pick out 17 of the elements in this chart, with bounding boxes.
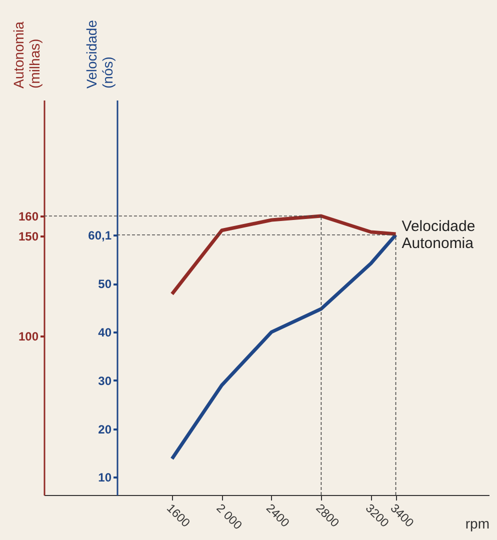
series-label: Velocidade <box>402 218 476 235</box>
y2-tick-label: 150 <box>18 230 39 244</box>
x-axis-title: rpm <box>465 516 490 532</box>
y-tick-label: 60,1 <box>88 228 112 242</box>
y-tick-label: 10 <box>98 470 112 485</box>
line-series <box>170 233 398 460</box>
y-axis-title: Velocidade (nós) <box>84 20 116 88</box>
y2-tick-label: 160 <box>18 210 39 224</box>
y-tick-label: 30 <box>98 374 112 388</box>
y-tick-label: 50 <box>98 277 112 292</box>
x-tick-label: 2 000 <box>214 501 246 532</box>
line-series <box>170 214 398 296</box>
series-label: Autonomia <box>402 235 474 252</box>
y2-axis-title: Autonomia (milhas) <box>10 21 42 88</box>
y2-tick-label: 100 <box>18 330 39 344</box>
y-tick-label: 20 <box>98 422 112 436</box>
y-tick-label: 40 <box>98 326 112 340</box>
